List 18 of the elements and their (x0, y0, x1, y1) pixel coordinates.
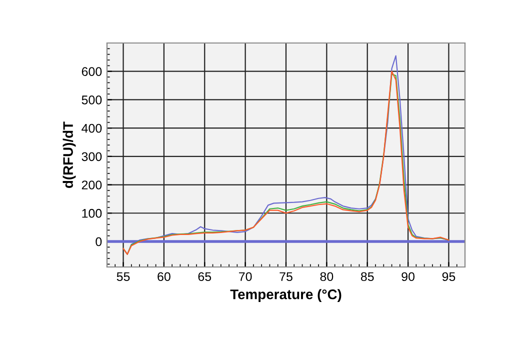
x-tick-label: 85 (360, 272, 374, 282)
x-tick-label: 90 (402, 272, 415, 282)
x-tick-label: 55 (116, 272, 130, 282)
y-tick-label: 0 (96, 237, 102, 246)
y-tick-label: 400 (82, 124, 102, 133)
x-tick-label: 80 (320, 272, 334, 282)
x-tick-label: 65 (198, 272, 212, 282)
y-tick-label: 500 (82, 96, 102, 104)
x-tick-label: 70 (239, 272, 252, 282)
y-tick-label: 600 (82, 67, 102, 76)
x-tick-label: 75 (280, 272, 292, 282)
y-tick-label: 200 (82, 180, 102, 190)
y-tick-label: 300 (82, 152, 102, 162)
x-tick-label: 95 (442, 272, 456, 282)
y-tick-label: 100 (82, 208, 102, 218)
x-axis-title: Temperature (°C) (230, 289, 342, 302)
y-axis-title: d(RFU)/dT (62, 122, 76, 188)
x-tick-label: 60 (158, 272, 170, 282)
